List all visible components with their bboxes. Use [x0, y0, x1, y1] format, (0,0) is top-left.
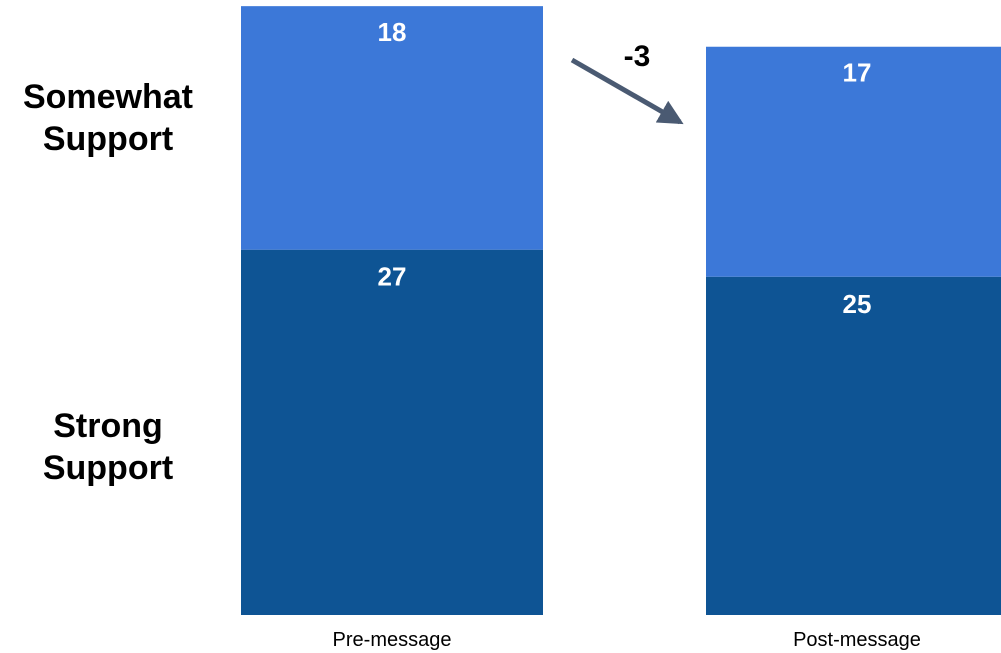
tick-label-post-message: Post-message: [793, 629, 921, 651]
value-label-somewhat-pre-message: 18: [378, 17, 407, 47]
bars-layer: [241, 6, 1001, 615]
series-label-strong-support: Strong Support: [43, 407, 173, 487]
series-label-somewhat-support: Somewhat Support: [23, 78, 193, 158]
bar-strong-support-pre-message: [241, 249, 543, 615]
value-label-strong-post-message: 25: [843, 289, 872, 319]
value-label-somewhat-post-message: 17: [843, 58, 872, 88]
labels-layer: 18 27 Pre-message 17 25 Post-message Somewhat S…: [23, 17, 921, 651]
tick-label-pre-message: Pre-message: [333, 629, 452, 651]
change-arrow: [570, 57, 684, 125]
change-annotation: -3: [570, 40, 684, 125]
value-label-strong-pre-message: 27: [378, 262, 407, 292]
change-label: -3: [624, 40, 651, 73]
bar-strong-support-post-message: [706, 276, 1001, 615]
bar-somewhat-support-post-message: [706, 46, 1001, 277]
bar-somewhat-support-pre-message: [241, 6, 543, 250]
